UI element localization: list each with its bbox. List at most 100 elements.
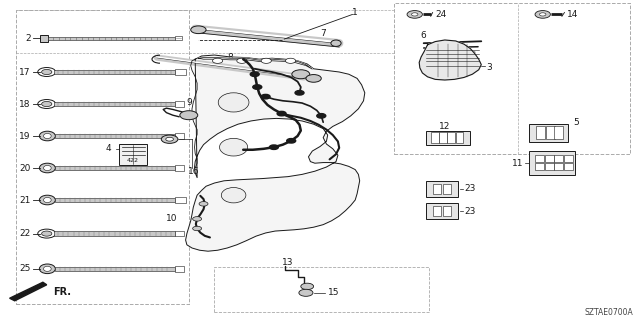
Circle shape [299, 289, 313, 296]
Bar [426, 131, 470, 145]
Bar [545, 155, 554, 162]
Text: 11: 11 [512, 159, 524, 168]
Bar [433, 206, 441, 216]
Bar [443, 184, 451, 194]
Circle shape [306, 75, 321, 82]
Text: 3: 3 [486, 63, 492, 72]
Text: 22: 22 [19, 229, 31, 238]
Bar [119, 144, 147, 165]
Bar [564, 155, 573, 162]
Circle shape [285, 58, 296, 63]
Ellipse shape [44, 197, 51, 203]
Bar [545, 163, 554, 170]
Bar [40, 35, 48, 42]
Text: 23: 23 [465, 207, 476, 216]
Bar [175, 133, 184, 139]
Bar [546, 126, 555, 139]
Circle shape [166, 137, 173, 141]
Bar [536, 126, 545, 139]
Ellipse shape [221, 188, 246, 203]
Circle shape [42, 101, 52, 107]
Bar [175, 101, 184, 107]
Bar [439, 132, 447, 143]
Text: 16: 16 [188, 167, 199, 176]
Bar [175, 266, 184, 272]
Text: 14: 14 [567, 10, 579, 19]
Circle shape [295, 91, 304, 95]
Text: 23: 23 [465, 184, 476, 193]
Circle shape [301, 283, 314, 290]
Ellipse shape [44, 266, 51, 271]
Bar [55, 134, 175, 138]
Ellipse shape [218, 93, 249, 112]
Bar [48, 37, 175, 40]
Text: 7: 7 [320, 29, 326, 38]
Polygon shape [186, 55, 365, 251]
Circle shape [193, 217, 202, 221]
Circle shape [38, 100, 56, 108]
Circle shape [42, 69, 52, 75]
Bar [554, 126, 563, 139]
Text: 5: 5 [573, 118, 579, 127]
Text: 422: 422 [127, 158, 139, 163]
Ellipse shape [40, 264, 56, 274]
Text: 9: 9 [186, 98, 191, 107]
Bar [443, 206, 451, 216]
Text: 10: 10 [166, 214, 178, 223]
Bar [55, 267, 175, 271]
Text: 17: 17 [19, 68, 31, 76]
Circle shape [269, 145, 278, 149]
Text: 6: 6 [421, 31, 426, 40]
Text: 18: 18 [19, 100, 31, 108]
Text: 15: 15 [328, 288, 340, 297]
Ellipse shape [44, 165, 51, 171]
Text: 1: 1 [353, 8, 358, 17]
Circle shape [277, 111, 286, 116]
Circle shape [287, 139, 296, 143]
Circle shape [317, 114, 326, 118]
Bar [54, 70, 175, 74]
Polygon shape [10, 282, 47, 301]
Text: 24: 24 [435, 10, 447, 19]
Bar [426, 203, 458, 219]
Bar [433, 184, 441, 194]
Circle shape [253, 85, 262, 89]
Circle shape [540, 13, 546, 16]
Bar [54, 102, 175, 106]
Ellipse shape [331, 40, 341, 46]
Bar [55, 166, 175, 170]
Text: SZTAE0700A: SZTAE0700A [585, 308, 634, 317]
Circle shape [199, 202, 208, 206]
Bar [55, 198, 175, 202]
Circle shape [412, 13, 418, 16]
Bar [175, 36, 182, 40]
Text: 8: 8 [228, 53, 233, 62]
Bar [447, 132, 455, 143]
Circle shape [42, 231, 52, 236]
Text: 2: 2 [25, 34, 31, 43]
Bar [535, 163, 544, 170]
Ellipse shape [40, 131, 56, 141]
Bar [554, 163, 563, 170]
Ellipse shape [40, 195, 56, 205]
Bar [175, 69, 186, 75]
Circle shape [161, 135, 178, 143]
Bar [16, 10, 189, 304]
Polygon shape [198, 58, 312, 69]
Bar [529, 124, 568, 142]
Bar [456, 132, 463, 143]
Bar [426, 181, 458, 197]
Ellipse shape [44, 133, 51, 139]
Circle shape [191, 26, 206, 34]
Text: 20: 20 [19, 164, 31, 172]
Circle shape [38, 68, 56, 76]
Text: 21: 21 [19, 196, 31, 204]
Bar [554, 155, 563, 162]
Circle shape [38, 229, 56, 238]
Text: 19: 19 [19, 132, 31, 140]
Bar [394, 3, 630, 154]
Circle shape [212, 58, 223, 63]
Bar [529, 151, 575, 175]
Text: 13: 13 [282, 258, 294, 267]
Polygon shape [419, 40, 481, 80]
